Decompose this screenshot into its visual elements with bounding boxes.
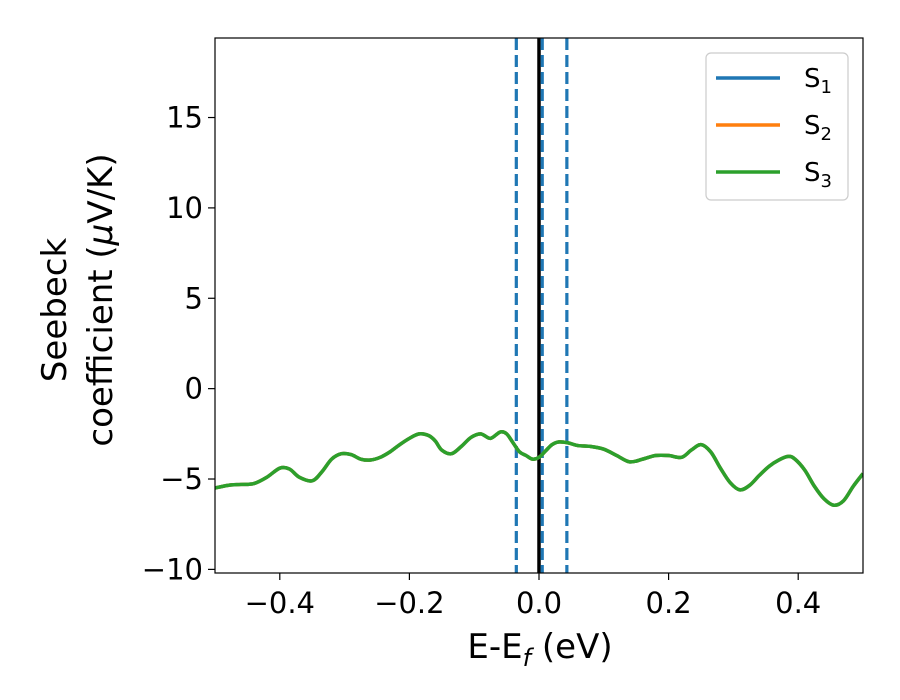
- x-tick-label: 0.4: [775, 586, 821, 620]
- x-tick-label: −0.2: [374, 586, 444, 620]
- y-tick-label: −5: [160, 462, 203, 496]
- y-tick-label: 5: [185, 281, 203, 315]
- x-axis-label: E-Ef (eV): [467, 627, 612, 672]
- legend-label-s3: S3: [804, 158, 832, 192]
- x-axis-ticks: −0.4 −0.2 0.0 0.2 0.4: [245, 573, 821, 620]
- x-tick-label: 0.0: [516, 586, 562, 620]
- x-tick-label: −0.4: [245, 586, 315, 620]
- y-axis-label-line2-start: coefficient (: [81, 245, 121, 446]
- x-axis-label-rest: (eV): [531, 627, 613, 667]
- legend-label-s1: S1: [804, 64, 832, 98]
- y-tick-label: 0: [185, 372, 203, 406]
- vertical-lines: [514, 38, 569, 573]
- legend: S1 S2 S3: [705, 52, 849, 201]
- x-tick-label: 0.2: [646, 586, 692, 620]
- series-lines: [215, 429, 863, 507]
- legend-label-s2: S2: [804, 111, 832, 145]
- y-axis-label-mu: μ: [81, 224, 121, 247]
- y-axis-label-line2-end: V/K): [81, 153, 121, 223]
- x-axis-label-main: E-E: [467, 627, 522, 667]
- y-tick-label: 10: [166, 191, 203, 225]
- y-axis-ticks: −10 −5 0 5 10 15: [142, 101, 215, 586]
- y-tick-label: −10: [142, 552, 203, 586]
- y-tick-label: 15: [166, 101, 203, 135]
- y-axis-label-line2: coefficient (μV/K): [81, 153, 121, 446]
- y-axis-label-line1: Seebeck: [35, 238, 75, 383]
- series-line-s3: [215, 429, 863, 507]
